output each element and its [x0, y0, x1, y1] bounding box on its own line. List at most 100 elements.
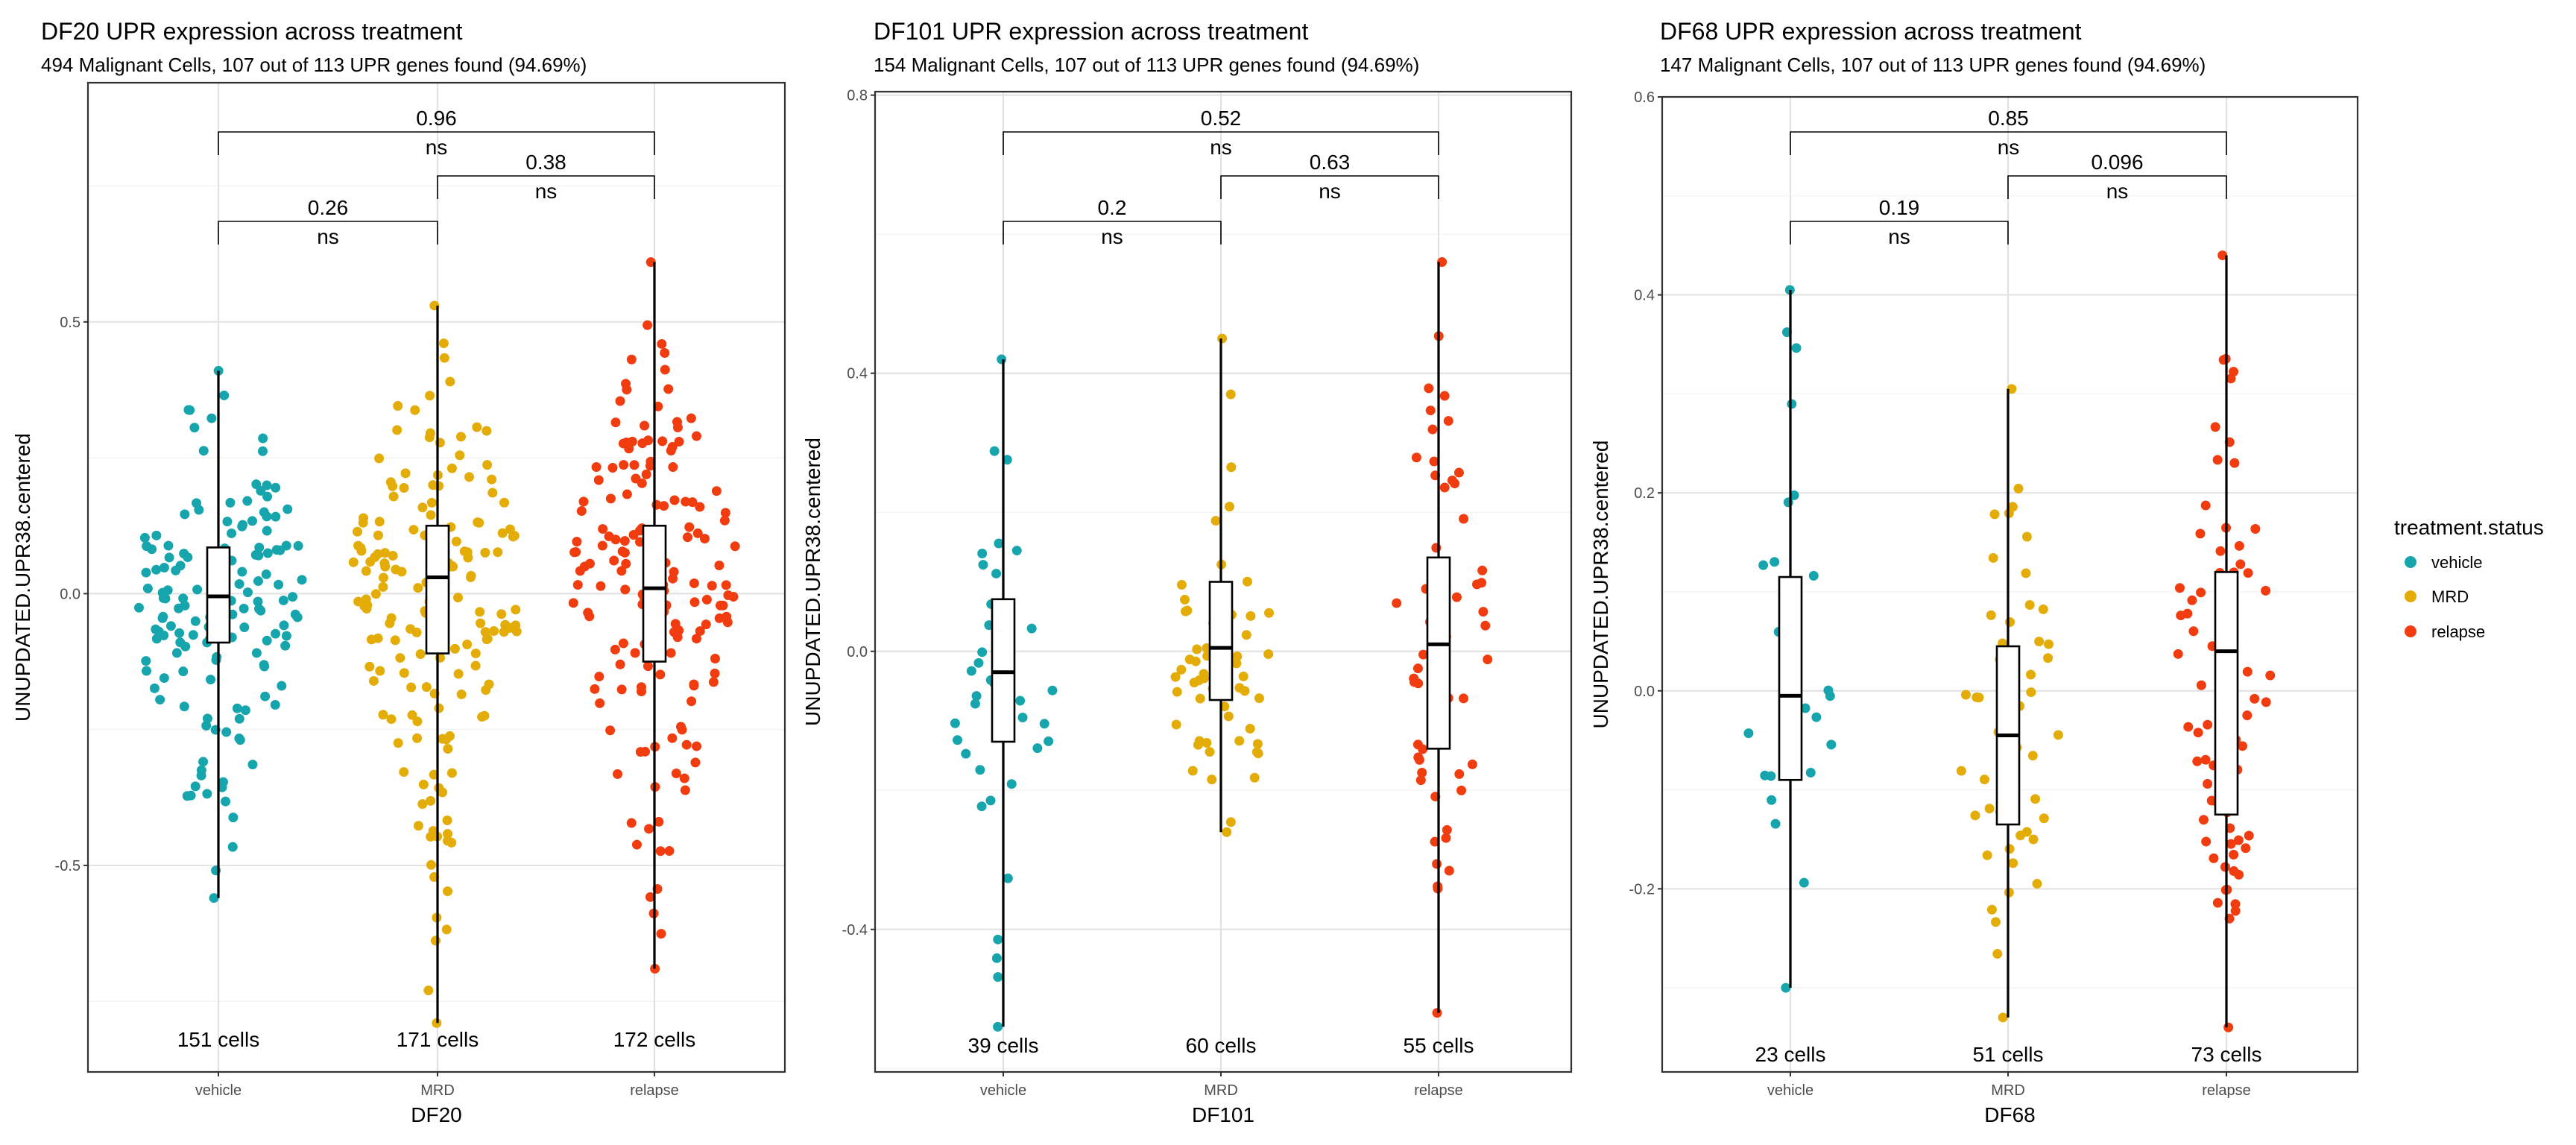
cell-point: [397, 567, 407, 577]
cell-point: [149, 683, 160, 693]
cell-point: [159, 562, 169, 572]
cell-point: [225, 497, 236, 508]
cell-point: [682, 532, 692, 543]
cell-point: [631, 473, 641, 484]
cell-point: [620, 584, 631, 595]
bracket-line: [2007, 175, 2227, 199]
y-axis-label: UNUPDATED.UPR38.centered: [801, 438, 824, 726]
cell-point: [179, 701, 189, 712]
cell-point: [271, 482, 281, 493]
p-value-label: 0.38: [525, 151, 566, 174]
cell-point: [1225, 389, 1236, 400]
cell-point: [1195, 693, 1205, 704]
cell-point: [722, 617, 733, 628]
cell-point: [162, 585, 173, 596]
cell-point: [1226, 462, 1237, 473]
cell-point: [671, 769, 681, 779]
cell-point: [1982, 850, 1992, 860]
cell-point: [2196, 587, 2206, 598]
cell-point: [605, 493, 616, 504]
cell-point: [247, 760, 258, 770]
cell-point: [667, 442, 678, 452]
cell-point: [1246, 611, 1256, 621]
cell-point: [1417, 767, 1427, 777]
cell-point: [1970, 810, 1980, 821]
cell-point: [1427, 424, 1438, 435]
y-axis-label: UNUPDATED.UPR38.centered: [1589, 441, 1612, 729]
cell-point: [631, 839, 642, 850]
cell-point: [680, 785, 690, 795]
cell-point: [410, 405, 420, 415]
legend-item-relapse: relapse: [2405, 622, 2485, 641]
cell-point: [1176, 579, 1187, 590]
cell-point: [206, 413, 217, 423]
cell-point: [240, 705, 250, 716]
cell-point: [1263, 649, 1274, 660]
cell-point: [480, 547, 490, 558]
cell-point: [434, 783, 444, 793]
cell-point: [443, 743, 453, 754]
cell-point: [455, 432, 466, 442]
x-tick-label-vehicle: vehicle: [1767, 1082, 1813, 1099]
boxplot-vehicle: [991, 359, 1016, 1027]
cell-point: [482, 426, 492, 436]
cell-point: [1767, 795, 1777, 805]
cell-point: [1979, 775, 1989, 785]
x-tick-label-vehicle: vehicle: [980, 1082, 1026, 1099]
cell-point: [348, 557, 359, 567]
cell-point: [598, 524, 608, 534]
cell-point: [413, 821, 423, 831]
chart-subtitle: 494 Malignant Cells, 107 out of 113 UPR …: [41, 54, 587, 76]
cell-point: [2004, 844, 2015, 854]
cell-count-vehicle: 39 cells: [968, 1034, 1039, 1057]
points-mrd: [348, 300, 522, 1028]
panel-border: [874, 90, 1573, 1073]
cell-point: [728, 592, 739, 602]
cell-point: [961, 748, 971, 759]
cell-point: [1758, 560, 1769, 570]
points-vehicle: [1743, 285, 1837, 993]
cell-point: [1826, 739, 1837, 750]
chart-subtitle: 147 Malignant Cells, 107 out of 113 UPR …: [1660, 54, 2206, 76]
cell-point: [1199, 669, 1209, 679]
cell-point: [1264, 608, 1275, 618]
cell-point: [281, 631, 291, 641]
cell-point: [666, 648, 676, 658]
cell-point: [595, 698, 605, 708]
cell-point: [443, 836, 453, 846]
cell-point: [353, 596, 364, 607]
cell-point: [2183, 722, 2194, 732]
cell-point: [1047, 685, 1058, 695]
cell-point: [583, 608, 593, 618]
cell-point: [456, 689, 467, 699]
cell-point: [1956, 766, 1966, 776]
cell-point: [163, 540, 174, 551]
cell-point: [182, 791, 192, 801]
cell-point: [455, 450, 465, 461]
x-axis-label: DF20: [411, 1103, 461, 1126]
cell-point: [1249, 772, 1260, 783]
x-tick-label-relapse: relapse: [2202, 1082, 2251, 1099]
cell-count-mrd: 51 cells: [1973, 1043, 2044, 1066]
cell-point: [426, 497, 437, 508]
cell-point: [1015, 695, 1026, 706]
cell-point: [2234, 540, 2244, 551]
cell-point: [2028, 834, 2039, 845]
cell-point: [234, 734, 244, 744]
significance-label: ns: [1888, 225, 1910, 248]
cell-point: [643, 661, 653, 672]
cell-point: [645, 456, 656, 467]
cell-point: [997, 354, 1007, 365]
y-tick-label: 0.4: [847, 366, 868, 382]
p-value-label: 0.19: [1879, 196, 1920, 219]
cell-point: [1234, 736, 1245, 746]
cell-point: [385, 477, 396, 488]
legend-title: treatment.status: [2394, 516, 2544, 539]
comparison-bracket: 0.38 ns: [437, 151, 655, 203]
cell-point: [1245, 724, 1255, 734]
y-tick-label: 0.0: [60, 586, 80, 602]
cell-point: [2229, 367, 2239, 377]
cell-point: [418, 779, 429, 789]
cell-point: [576, 506, 587, 517]
cell-point: [426, 795, 436, 806]
